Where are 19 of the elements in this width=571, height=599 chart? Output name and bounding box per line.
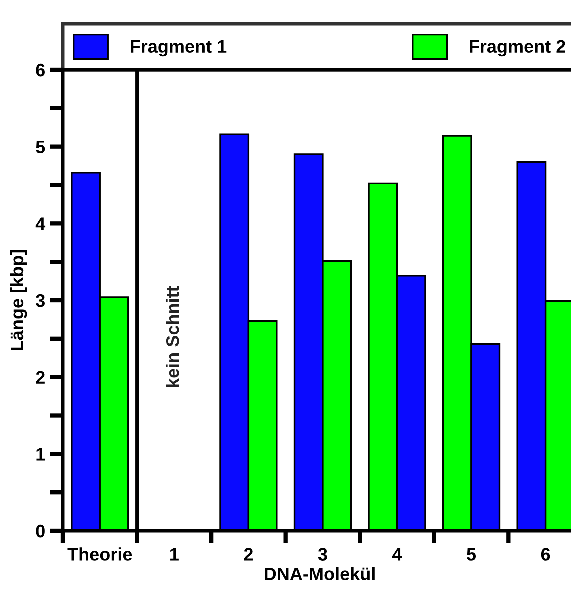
x-tick-label: 4: [392, 548, 402, 561]
legend-label: Fragment 2: [470, 40, 566, 57]
y-tick-label: 2: [36, 371, 45, 384]
y-tick-label: 0: [36, 524, 45, 538]
x-axis-title: DNA-Molekül: [265, 567, 375, 581]
y-tick-label: 4: [36, 218, 46, 230]
annotation: kein Schnitt: [166, 286, 180, 388]
y-tick-label: 5: [36, 140, 46, 154]
x-tick-label: 3: [318, 548, 328, 561]
x-tick-label: 5: [467, 548, 476, 561]
x-tick-label: 1: [170, 548, 179, 561]
x-tick-label: 2: [244, 548, 253, 561]
y-tick-label: 1: [36, 448, 46, 461]
y-tick-label: 3: [36, 294, 45, 308]
legend-label: Fragment 1: [131, 40, 227, 57]
x-tick-label: 6: [541, 548, 550, 561]
x-tick-label: Theorie: [68, 548, 132, 561]
y-axis-title: Länge [kbp]: [10, 250, 28, 350]
y-tick-label: 6: [36, 64, 45, 77]
